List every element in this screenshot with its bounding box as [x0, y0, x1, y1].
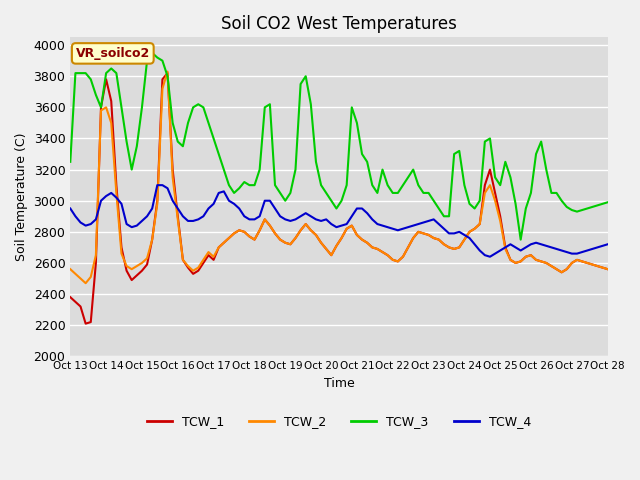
Text: VR_soilco2: VR_soilco2	[76, 47, 150, 60]
Line: TCW_3: TCW_3	[70, 53, 608, 240]
TCW_2	[67, 266, 74, 272]
TCW_1	[543, 260, 550, 266]
TCW_4	[420, 220, 428, 226]
TCW_2	[164, 69, 172, 74]
TCW_1	[87, 319, 95, 325]
TCW_4	[82, 223, 90, 228]
TCW_3	[440, 214, 448, 219]
Line: TCW_4: TCW_4	[70, 185, 608, 257]
TCW_3	[420, 190, 428, 196]
TCW_3	[148, 50, 156, 56]
TCW_2	[604, 266, 612, 272]
TCW_4	[486, 254, 494, 260]
TCW_3	[543, 167, 550, 172]
TCW_2	[543, 260, 550, 266]
TCW_2	[425, 232, 433, 238]
TCW_4	[67, 205, 74, 211]
TCW_2	[389, 257, 397, 263]
TCW_3	[82, 70, 90, 76]
Line: TCW_1: TCW_1	[70, 73, 608, 324]
TCW_1	[389, 257, 397, 263]
TCW_1	[394, 259, 402, 264]
TCW_4	[604, 241, 612, 247]
Line: TCW_2: TCW_2	[70, 72, 608, 283]
TCW_4	[389, 226, 397, 231]
TCW_1	[67, 294, 74, 300]
TCW_1	[164, 70, 172, 76]
TCW_3	[604, 199, 612, 205]
TCW_2	[87, 274, 95, 280]
TCW_1	[82, 321, 90, 326]
TCW_4	[384, 224, 392, 230]
Legend: TCW_1, TCW_2, TCW_3, TCW_4: TCW_1, TCW_2, TCW_3, TCW_4	[142, 410, 536, 433]
TCW_1	[604, 266, 612, 272]
TCW_4	[543, 243, 550, 249]
TCW_1	[445, 244, 453, 250]
TCW_4	[440, 226, 448, 231]
TCW_2	[394, 259, 402, 264]
Y-axis label: Soil Temperature (C): Soil Temperature (C)	[15, 132, 28, 261]
TCW_2	[445, 244, 453, 250]
TCW_3	[517, 237, 525, 242]
Title: Soil CO2 West Temperatures: Soil CO2 West Temperatures	[221, 15, 457, 33]
TCW_1	[425, 232, 433, 238]
TCW_3	[67, 159, 74, 165]
TCW_3	[389, 190, 397, 196]
X-axis label: Time: Time	[324, 377, 355, 390]
TCW_2	[82, 280, 90, 286]
TCW_3	[384, 182, 392, 188]
TCW_4	[154, 182, 161, 188]
